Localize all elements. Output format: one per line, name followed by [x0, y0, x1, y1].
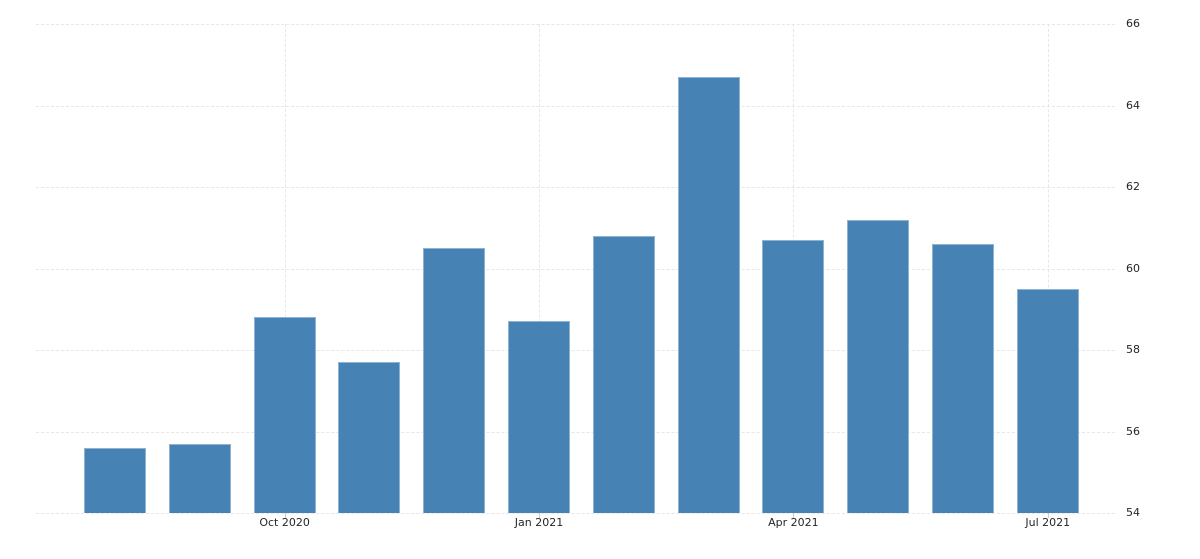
bar-oct-2020[interactable] [253, 317, 316, 513]
bar-sep-2020[interactable] [168, 443, 231, 513]
y-tick-label-62: 62 [1126, 180, 1140, 193]
h-gridline-62 [36, 187, 1115, 188]
y-tick-label-66: 66 [1126, 17, 1140, 30]
x-axis-tick-jan-2021 [539, 513, 540, 518]
v-gridline-oct-2020 [284, 24, 286, 513]
v-gridline-jan-2021 [539, 24, 540, 513]
bar-jul-2021[interactable] [1016, 288, 1079, 513]
x-axis-tick-oct-2020 [284, 513, 286, 518]
h-gridline-64 [36, 105, 1115, 107]
bar-aug-2020[interactable] [84, 447, 146, 513]
y-tick-label-64: 64 [1126, 98, 1140, 112]
h-gridline-56 [36, 431, 1115, 433]
bar-dec-2020[interactable] [423, 248, 486, 513]
h-gridline-54 [36, 513, 1115, 514]
bar-mar-2021[interactable] [677, 76, 740, 513]
y-tick-label-54: 54 [1126, 506, 1140, 519]
bar-nov-2020[interactable] [338, 362, 401, 513]
bar-may-2021[interactable] [847, 219, 910, 513]
x-tick-label-apr-2021: Apr 2021 [768, 516, 819, 529]
h-gridline-66 [36, 24, 1115, 25]
x-tick-label-jan-2021: Jan 2021 [514, 516, 564, 529]
bar-apr-2021[interactable] [762, 239, 825, 513]
y-tick-label-60: 60 [1126, 261, 1140, 275]
h-gridline-58 [36, 350, 1115, 351]
bar-jan-2021[interactable] [508, 321, 570, 513]
x-axis-tick-apr-2021 [793, 513, 795, 518]
y-tick-label-56: 56 [1126, 424, 1140, 438]
v-gridline-jul-2021 [1047, 24, 1049, 513]
bar-feb-2021[interactable] [592, 235, 655, 513]
x-tick-label-jul-2021: Jul 2021 [1025, 516, 1071, 529]
bar-jun-2021[interactable] [932, 244, 994, 513]
h-gridline-60 [36, 268, 1115, 270]
y-tick-label-58: 58 [1126, 343, 1140, 356]
x-axis-tick-jul-2021 [1047, 513, 1049, 518]
x-tick-label-oct-2020: Oct 2020 [259, 516, 310, 529]
